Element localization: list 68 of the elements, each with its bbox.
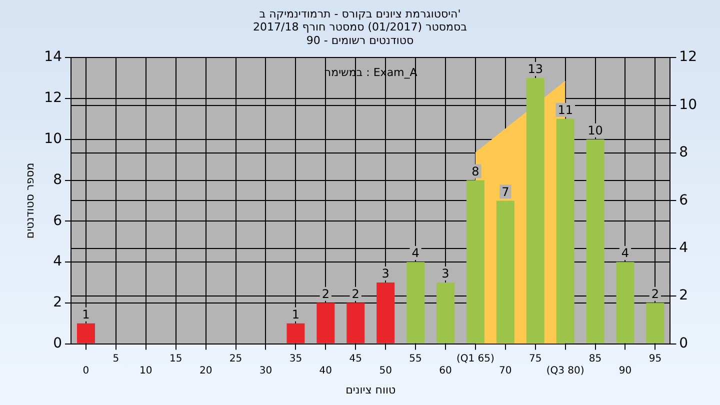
data-label: 7: [502, 184, 510, 199]
text: היסטוגרמת ציונים בקורס - תרמודינמיקה ב': [259, 7, 461, 20]
x-tick-label: 30: [259, 365, 272, 376]
x-tick-label: 55: [409, 353, 422, 364]
bar: [616, 262, 634, 344]
y-tick-label: 6: [53, 212, 62, 229]
x-tick-label: (Q3 80): [546, 365, 584, 376]
x-tick-label: 85: [588, 353, 602, 364]
y-tick-label: 0: [53, 335, 62, 352]
x-tick-label: 0: [82, 365, 90, 376]
x-tick-label: 5: [112, 353, 120, 364]
y2-tick-label: 2: [679, 288, 688, 304]
data-label: 11: [558, 103, 573, 118]
data-label: 10: [588, 123, 603, 138]
bar: [406, 262, 425, 344]
bar: [286, 323, 305, 344]
x-tick-label: 75: [529, 353, 542, 364]
x-tick-label: 50: [379, 365, 392, 376]
y-tick-label: 4: [53, 254, 62, 270]
data-label: 2: [322, 287, 330, 302]
x-tick-label: 90: [618, 365, 632, 376]
data-label: 3: [382, 266, 390, 281]
x-tick-label: 25: [229, 353, 242, 364]
bar: [376, 282, 395, 344]
x-tick-label: (Q1 65): [456, 353, 495, 364]
data-label: 2: [352, 287, 360, 302]
y2-tick-label: 10: [679, 96, 698, 113]
y-tick-label: 8: [53, 172, 62, 188]
x-tick-label: 70: [499, 365, 512, 376]
y-tick-label: 2: [53, 294, 62, 311]
data-label: 3: [442, 266, 450, 281]
y-tick-label: 12: [44, 90, 62, 106]
y-axis-title: מספר סטודנטים: [23, 162, 36, 239]
x-tick-label: 15: [170, 353, 182, 364]
x-tick-label: 20: [199, 365, 212, 376]
bar: [316, 302, 335, 344]
data-label: 4: [621, 246, 630, 260]
bar: [586, 139, 604, 344]
data-label: 4: [412, 246, 420, 260]
bar: [346, 302, 365, 344]
y2-tick-label: 0: [679, 335, 688, 352]
y2-tick-label: 12: [679, 49, 698, 66]
text: סטודנטים רשומים - 90: [306, 34, 414, 47]
y2-tick-label: 6: [679, 192, 688, 208]
bar: [496, 200, 514, 344]
x-tick-label: 35: [289, 353, 302, 364]
bar: [526, 78, 544, 344]
bar: [77, 323, 95, 344]
bar: [466, 180, 484, 344]
text: בסמסטר (01/2017) סמסטר חורף 2017/18: [253, 20, 467, 34]
x-tick-label: 40: [319, 365, 332, 376]
bar: [436, 282, 454, 344]
bar: [556, 118, 574, 344]
y-tick-label: 14: [44, 49, 62, 66]
x-tick-label: 60: [439, 365, 452, 376]
x-tick-label: 95: [648, 353, 662, 364]
bar: [646, 302, 664, 344]
x-tick-label: 45: [349, 353, 362, 364]
data-label: 13: [528, 62, 544, 76]
y2-tick-label: 8: [679, 144, 688, 161]
y2-tick-label: 4: [679, 240, 688, 256]
data-label: 1: [292, 307, 300, 322]
x-tick-label: 10: [140, 365, 152, 376]
x-axis-title: טווח ציונים: [346, 383, 396, 396]
y-tick-label: 10: [44, 131, 62, 148]
data-label: 2: [651, 287, 660, 302]
data-label: 8: [472, 164, 480, 178]
data-label: 1: [82, 307, 90, 322]
